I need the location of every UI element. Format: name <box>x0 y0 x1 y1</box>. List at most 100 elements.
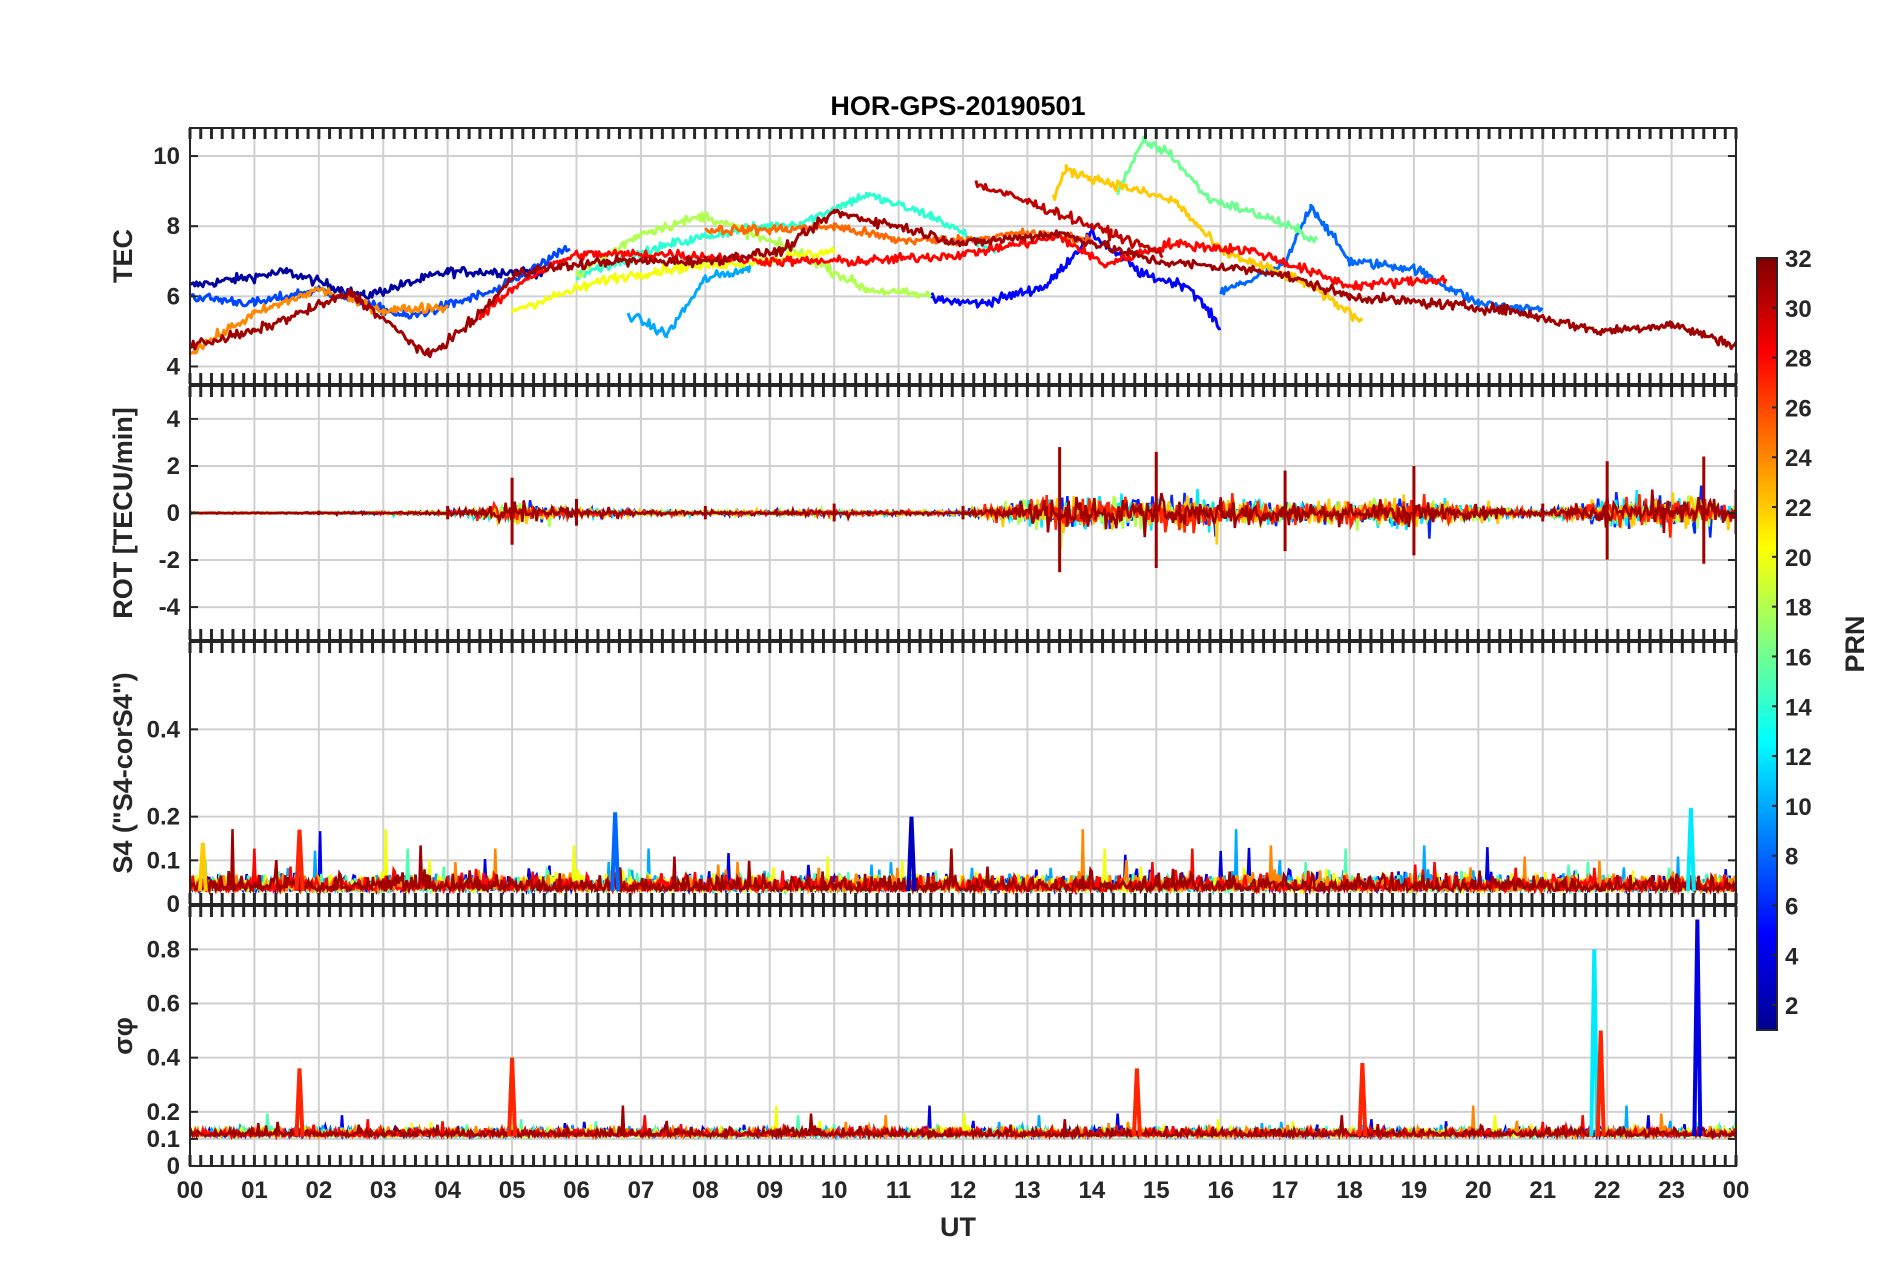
x-axis-label: UT <box>940 1212 976 1242</box>
x-axis: 00 01 02 03 04 05 06 07 08 09 10 11 12 13 14 15 16 17 18 19… <box>177 1177 1750 1204</box>
series-prn-10 <box>626 264 752 339</box>
y-tick-label: 6 <box>167 283 180 310</box>
x-tick-label: 03 <box>370 1177 397 1204</box>
panel-rot: -4 -2 0 2 4 ROT [TECU/min] <box>108 385 1738 641</box>
colorbar-tick-label: 30 <box>1785 296 1812 323</box>
colorbar-tick-label: 32 <box>1785 246 1812 273</box>
peak-prn-22 <box>197 842 208 892</box>
data-layer <box>190 135 1736 359</box>
x-tick-label: 15 <box>1143 1177 1170 1204</box>
x-tick-label: 14 <box>1078 1177 1105 1204</box>
colorbar-tick-label: 8 <box>1785 844 1798 871</box>
panel-s4: 0 0.1 0.2 0.4 S4 ("S4-corS4") <box>108 641 1738 918</box>
x-tick-label: 10 <box>821 1177 848 1204</box>
series-prn-2 <box>190 266 546 300</box>
x-tick-label: 02 <box>305 1177 332 1204</box>
y-tick-label: 0.2 <box>147 1099 180 1126</box>
series-prn-31 <box>190 208 1736 359</box>
colorbar-tick-label: 6 <box>1785 893 1798 920</box>
y-tick-label: -4 <box>159 594 181 621</box>
y-tick-label: -2 <box>159 547 180 574</box>
y-axis-label-sigma_phi: σφ <box>108 1017 138 1055</box>
minor-ticks <box>188 386 1738 640</box>
x-tick-label: 07 <box>628 1177 655 1204</box>
series-prn-30 <box>974 180 1164 259</box>
colorbar-label: PRN <box>1840 615 1870 672</box>
y-tick-label: 4 <box>167 406 181 433</box>
colorbar-tick-label: 4 <box>1785 943 1799 970</box>
y-tick-label: 2 <box>167 453 180 480</box>
x-tick-label: 19 <box>1401 1177 1428 1204</box>
y-tick-label: 0.1 <box>147 847 180 874</box>
grid <box>190 642 1736 905</box>
x-tick-label: 13 <box>1014 1177 1041 1204</box>
series-prn-18 <box>575 211 933 299</box>
series-prn-31 <box>190 829 1736 896</box>
series-prn-28 <box>190 848 1736 896</box>
x-tick-label: 08 <box>692 1177 719 1204</box>
data-layer <box>190 919 1736 1141</box>
colorbar-tick-label: 24 <box>1785 445 1812 472</box>
y-axis-label-rot: ROT [TECU/min] <box>108 407 138 618</box>
x-tick-label: 16 <box>1207 1177 1234 1204</box>
series-prn-25 <box>704 221 1094 247</box>
x-tick-label: 09 <box>756 1177 783 1204</box>
x-tick-label: 04 <box>434 1177 461 1204</box>
x-tick-label: 23 <box>1658 1177 1685 1204</box>
series-prn-28 <box>478 233 1448 321</box>
x-tick-label: 06 <box>563 1177 590 1204</box>
data-layer <box>190 807 1736 896</box>
y-tick-label: 0.6 <box>147 991 180 1018</box>
x-tick-label: 20 <box>1465 1177 1492 1204</box>
peak-prn-4 <box>1692 919 1703 1137</box>
y-axis-label-tec: TEC <box>108 229 138 283</box>
y-tick-label: 0 <box>167 891 180 918</box>
minor-ticks <box>188 128 1738 384</box>
peak-prn-3 <box>906 816 917 891</box>
minor-ticks <box>188 906 1738 1166</box>
x-tick-label: 01 <box>241 1177 268 1204</box>
x-tick-label: 21 <box>1529 1177 1556 1204</box>
colorbar-tick-label: 20 <box>1785 545 1812 572</box>
y-tick-label: 0.1 <box>147 1126 180 1153</box>
x-tick-label: 22 <box>1594 1177 1621 1204</box>
x-tick-label: 11 <box>886 1177 911 1204</box>
y-tick-label: 4 <box>167 353 181 380</box>
peak-prn-27 <box>294 1068 305 1137</box>
x-tick-label: 17 <box>1272 1177 1299 1204</box>
series-prn-24 <box>190 286 449 355</box>
y-tick-label: 0 <box>167 500 180 527</box>
y-tick-label: 0.2 <box>147 804 180 831</box>
y-tick-label: 0 <box>167 1153 180 1180</box>
peak-prn-8 <box>610 812 621 891</box>
data-layer <box>190 447 1736 573</box>
colorbar-tick-label: 12 <box>1785 744 1812 771</box>
chart-title: HOR-GPS-20190501 <box>830 91 1085 121</box>
x-tick-label: 00 <box>177 1177 204 1204</box>
x-tick-label: 18 <box>1336 1177 1363 1204</box>
panel-sigma_phi: 00.10.2 0.4 0.6 0.8 σφ <box>108 905 1738 1180</box>
x-tick-label: 05 <box>499 1177 526 1204</box>
peak-prn-12 <box>1685 807 1696 891</box>
colorbar-tick-label: 18 <box>1785 595 1812 622</box>
peak-prn-27 <box>1595 1030 1606 1137</box>
series-prn-5 <box>929 225 1222 331</box>
minor-ticks <box>188 642 1738 904</box>
colorbar-tick-label: 22 <box>1785 495 1812 522</box>
y-tick-label: 10 <box>153 143 180 170</box>
series-prn-8 <box>1219 203 1544 315</box>
y-tick-label: 8 <box>167 213 180 240</box>
peak-prn-27 <box>294 829 305 891</box>
y-tick-label: 0.4 <box>147 1045 181 1072</box>
peak-prn-27 <box>507 1057 518 1137</box>
y-axis-label-s4: S4 ("S4-corS4") <box>108 672 138 873</box>
colorbar-gradient <box>1756 257 1778 1031</box>
peak-prn-27 <box>1357 1062 1368 1137</box>
colorbar-tick-label: 28 <box>1785 346 1812 373</box>
colorbar-tick-label: 10 <box>1785 794 1812 821</box>
series-prn-7 <box>190 244 571 320</box>
colorbar-tick-label: 26 <box>1785 395 1812 422</box>
x-tick-label: 00 <box>1723 1177 1750 1204</box>
